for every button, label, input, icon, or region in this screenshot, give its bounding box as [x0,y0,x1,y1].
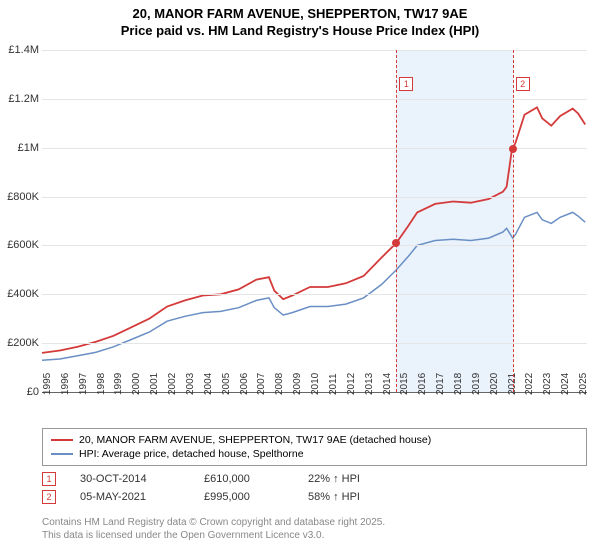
chart-plot-area: £0£200K£400K£600K£800K£1M£1.2M£1.4M19951… [42,50,587,393]
y-axis-tick: £0 [27,386,39,398]
x-axis-tick: 1995 [42,373,53,395]
x-axis-tick: 2011 [328,373,339,395]
x-axis-tick: 2022 [524,373,535,395]
y-axis-tick: £800K [7,191,39,203]
x-axis-tick: 2025 [578,373,589,395]
x-axis-tick: 2005 [221,373,232,395]
x-axis-tick: 2010 [310,373,321,395]
transaction-dot [392,239,400,247]
y-axis-tick: £400K [7,288,39,300]
legend: 20, MANOR FARM AVENUE, SHEPPERTON, TW17 … [42,428,587,466]
x-axis-tick: 2003 [185,373,196,395]
y-axis-tick: £1.2M [8,93,39,105]
legend-item-hpi: HPI: Average price, detached house, Spel… [51,447,578,461]
chart-container: 20, MANOR FARM AVENUE, SHEPPERTON, TW17 … [0,0,600,560]
transaction-delta: 58% ↑ HPI [308,491,360,503]
chart-svg [42,50,587,392]
transaction-delta: 22% ↑ HPI [308,473,360,485]
transaction-vline [513,50,514,392]
x-axis-tick: 2001 [149,373,160,395]
transaction-date: 05-MAY-2021 [80,491,180,503]
legend-label-hpi: HPI: Average price, detached house, Spel… [79,448,304,460]
x-axis-tick: 1997 [78,373,89,395]
transaction-marker-2: 2 [42,490,56,504]
x-axis-tick: 2014 [382,373,393,395]
y-axis-tick: £200K [7,337,39,349]
x-axis-tick: 2000 [131,373,142,395]
transaction-marker: 2 [516,77,530,91]
transaction-price: £995,000 [204,491,284,503]
transaction-row: 2 05-MAY-2021 £995,000 58% ↑ HPI [42,488,360,506]
y-axis-tick: £1.4M [8,44,39,56]
x-axis-tick: 2017 [435,373,446,395]
x-axis-tick: 2024 [560,373,571,395]
y-axis-tick: £600K [7,239,39,251]
transaction-marker-1: 1 [42,472,56,486]
transaction-price: £610,000 [204,473,284,485]
chart-title: 20, MANOR FARM AVENUE, SHEPPERTON, TW17 … [0,0,600,40]
x-axis-tick: 2023 [542,373,553,395]
title-line-1: 20, MANOR FARM AVENUE, SHEPPERTON, TW17 … [0,6,600,23]
transaction-date: 30-OCT-2014 [80,473,180,485]
legend-swatch-hpi [51,453,73,455]
x-axis-tick: 2006 [239,373,250,395]
title-line-2: Price paid vs. HM Land Registry's House … [0,23,600,40]
transaction-vline [396,50,397,392]
x-axis-tick: 2016 [417,373,428,395]
x-axis-tick: 2002 [167,373,178,395]
x-axis-tick: 2008 [274,373,285,395]
transaction-dot [509,145,517,153]
x-axis-tick: 1996 [60,373,71,395]
x-axis-tick: 2015 [399,373,410,395]
x-axis-tick: 2007 [256,373,267,395]
legend-label-property: 20, MANOR FARM AVENUE, SHEPPERTON, TW17 … [79,434,431,446]
x-axis-tick: 1999 [113,373,124,395]
footer-line-2: This data is licensed under the Open Gov… [42,529,385,542]
x-axis-tick: 2012 [346,373,357,395]
series-line [42,107,585,353]
x-axis-tick: 2004 [203,373,214,395]
x-axis-tick: 2019 [471,373,482,395]
x-axis-tick: 2020 [489,373,500,395]
x-axis-tick: 2013 [364,373,375,395]
x-axis-tick: 2009 [292,373,303,395]
x-axis-tick: 1998 [96,373,107,395]
footer-attribution: Contains HM Land Registry data © Crown c… [42,516,385,542]
legend-item-property: 20, MANOR FARM AVENUE, SHEPPERTON, TW17 … [51,433,578,447]
footer-line-1: Contains HM Land Registry data © Crown c… [42,516,385,529]
transaction-marker: 1 [399,77,413,91]
transactions-table: 1 30-OCT-2014 £610,000 22% ↑ HPI 2 05-MA… [42,470,360,506]
legend-swatch-property [51,439,73,441]
transaction-row: 1 30-OCT-2014 £610,000 22% ↑ HPI [42,470,360,488]
y-axis-tick: £1M [18,142,39,154]
x-axis-tick: 2018 [453,373,464,395]
